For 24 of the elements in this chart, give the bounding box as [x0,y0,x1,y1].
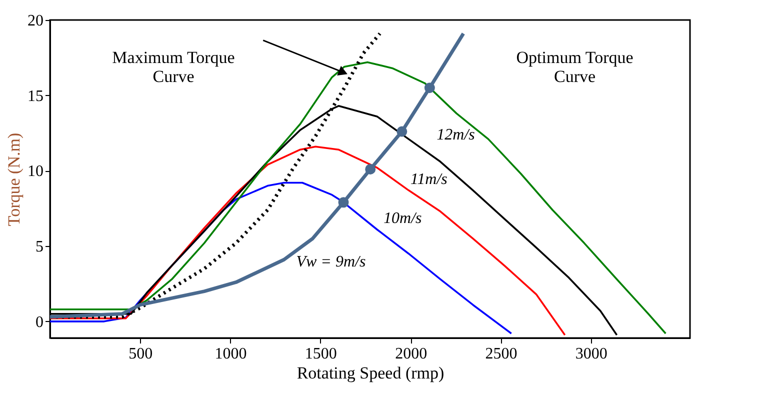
x-tick-label: 500 [128,346,153,362]
x-axis-title: Rotating Speed (rmp) [296,364,444,382]
y-axis-title: Torque (N.m) [4,132,24,226]
x-tick-label: 3000 [575,346,608,362]
annotation: Maximum Torque Curve [112,48,235,86]
x-tick-label: 2000 [395,346,428,362]
y-tick-label: 15 [28,88,44,105]
annotation: 10m/s [384,210,422,227]
y-tick-label: 0 [36,314,44,331]
line-series [49,146,566,336]
point [424,82,435,94]
annotation: 12m/s [436,126,475,144]
y-tick-label: 5 [36,238,44,256]
point [396,126,408,137]
point [338,197,349,208]
point [365,164,376,174]
x-tick-label: 1000 [214,346,247,362]
y-tick-label: 20 [28,12,44,30]
y-tick-label: 10 [28,163,44,180]
x-tick-label: 2500 [485,346,518,362]
annotation: Optimum Torque Curve [516,48,634,86]
annotation: Vw = 9m/s [296,253,366,270]
annotation: 11m/s [410,171,448,188]
x-tick-label: 1500 [304,346,337,362]
